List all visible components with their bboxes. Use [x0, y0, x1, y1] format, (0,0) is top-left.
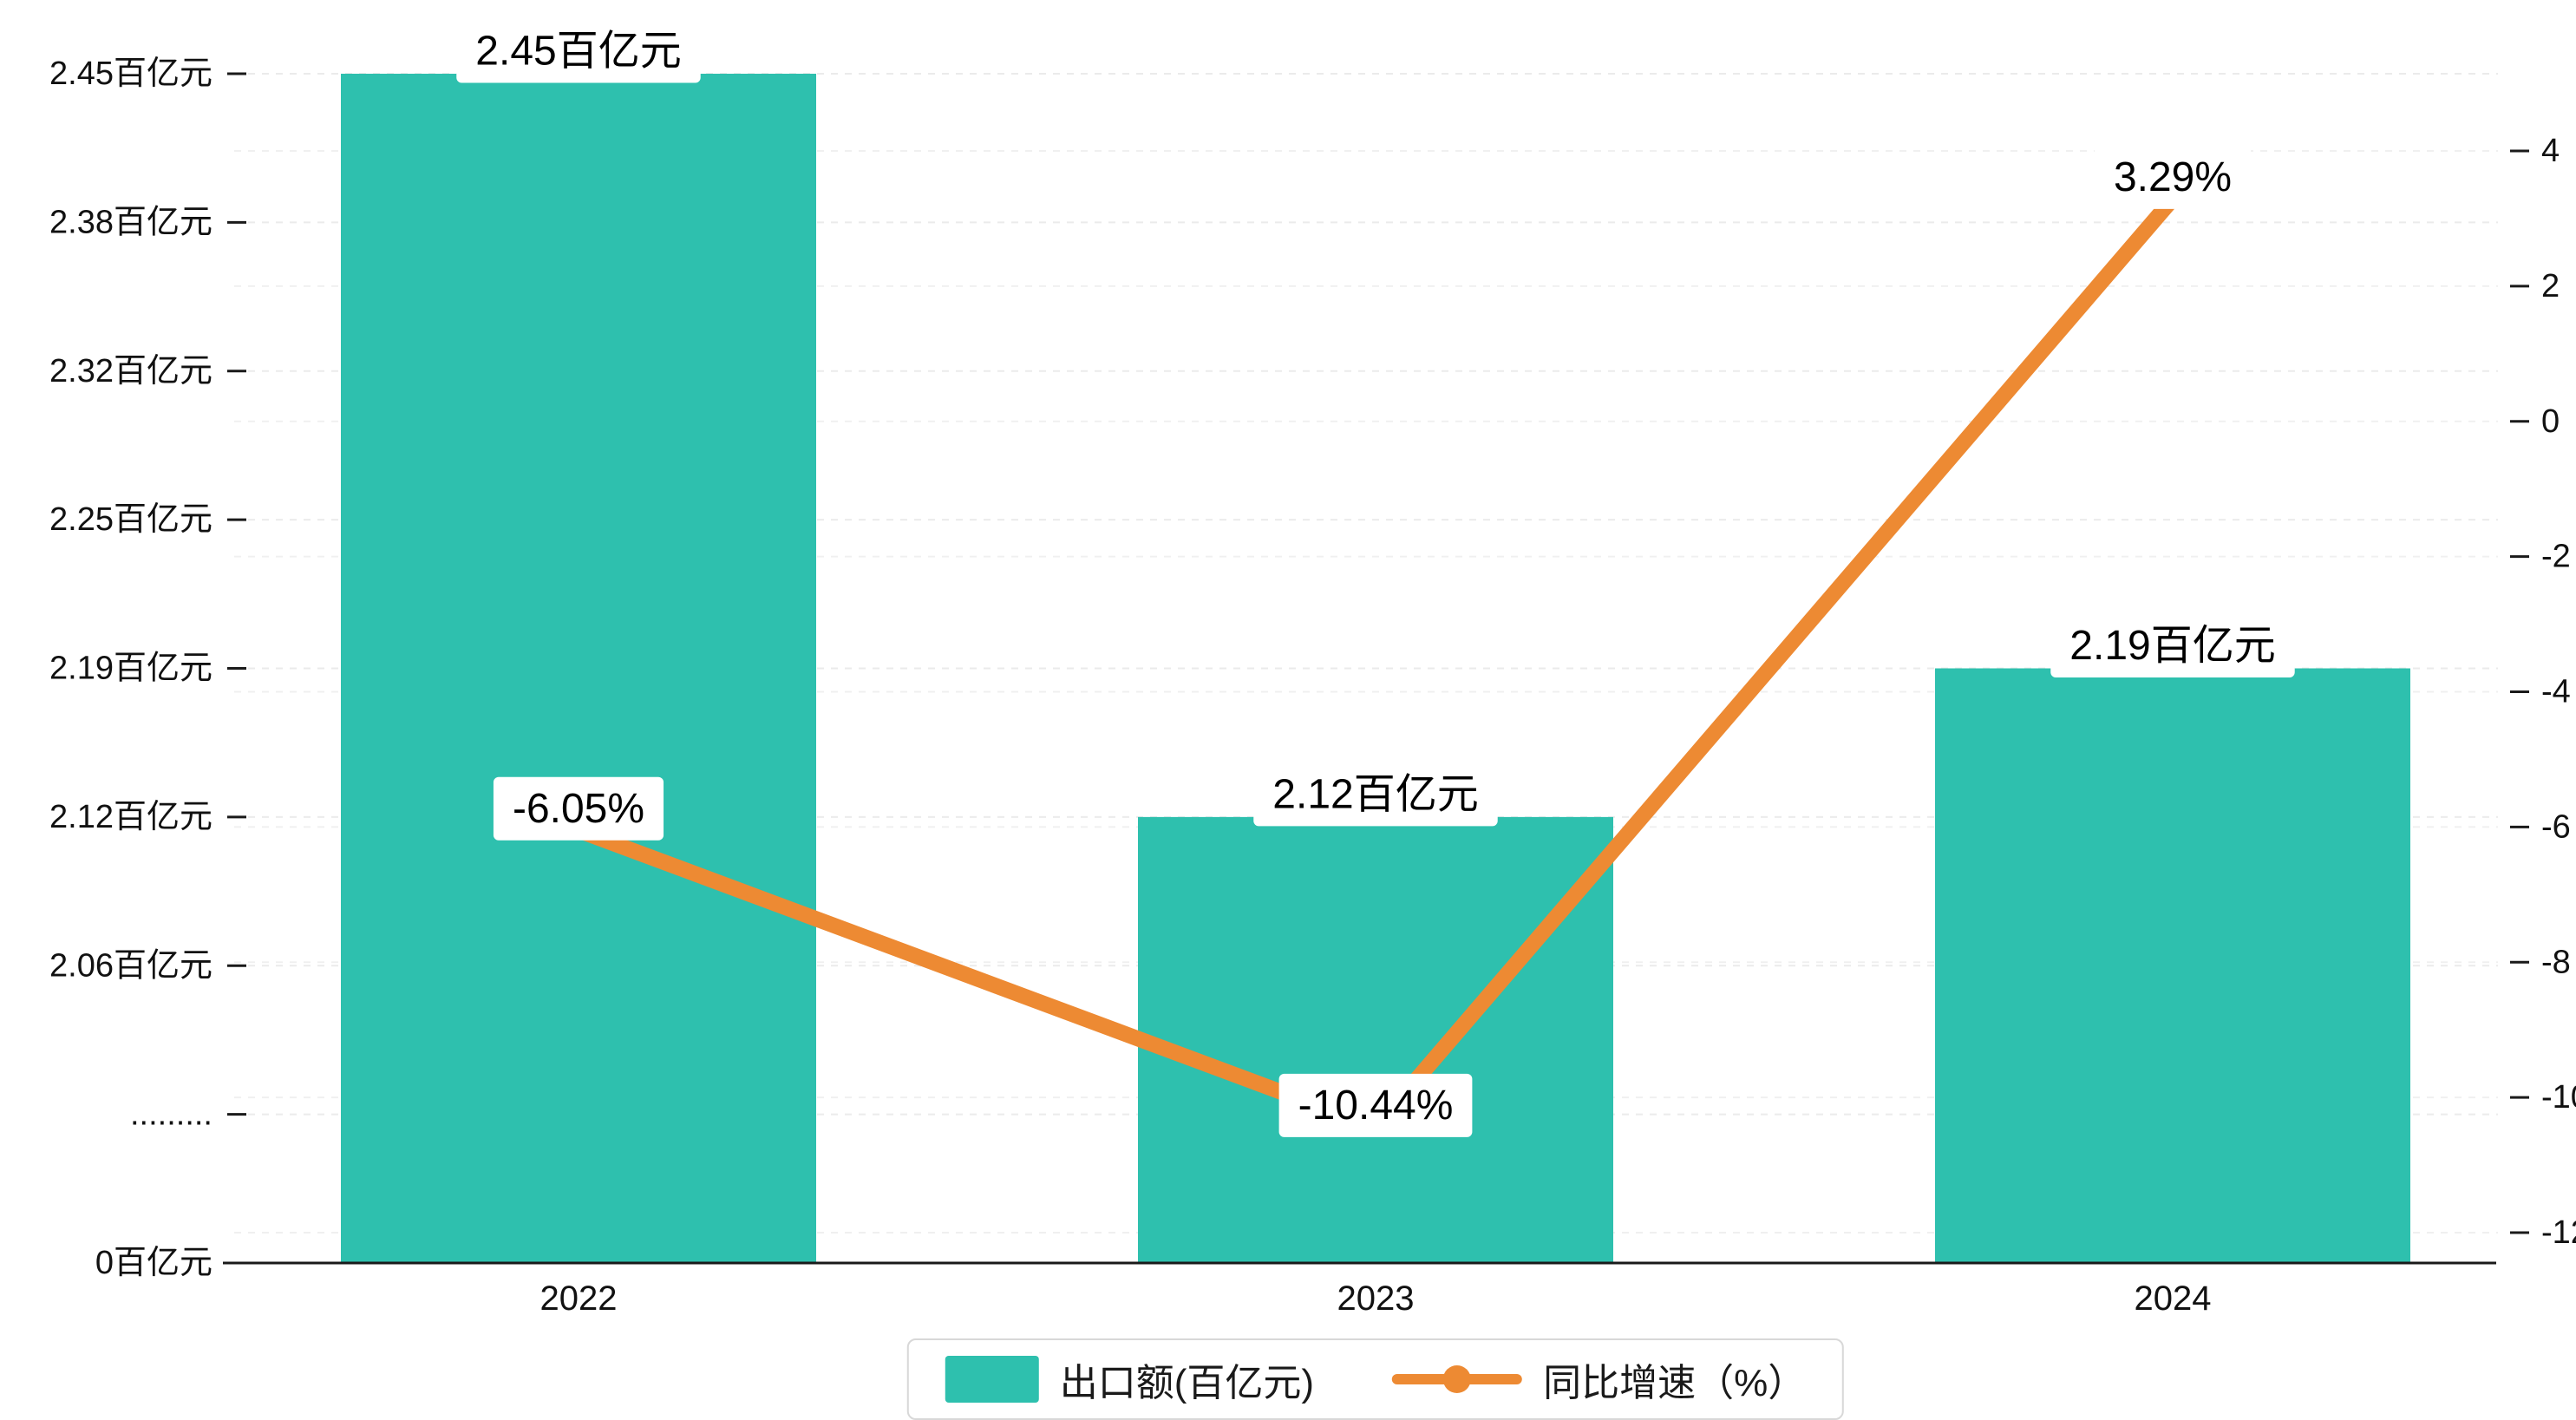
legend-line-dot: [1443, 1365, 1472, 1393]
x-axis-label-2023: 2023: [1337, 1279, 1415, 1318]
left-axis-label: .........: [130, 1096, 212, 1133]
legend: 出口额(百亿元) 同比增速（%）: [906, 1338, 1845, 1420]
legend-bar-swatch: [945, 1356, 1039, 1403]
bar-value-label-2023-bg: [1253, 762, 1498, 827]
legend-line-swatch: [1392, 1365, 1523, 1393]
growth-value-label-2023-bg: [1278, 1073, 1473, 1137]
legend-bar-label: 出口额(百亿元): [1059, 1362, 1315, 1404]
bar-value-label-2022-bg: [456, 19, 701, 83]
bar-2022: [341, 74, 816, 1263]
bar-value-label-2024: 2.19百亿元: [2069, 623, 2275, 669]
bar-value-label-2022: 2.45百亿元: [475, 29, 681, 75]
bar-value-label-2024-bg: [2050, 614, 2295, 677]
right-axis-label: -10: [2541, 1079, 2576, 1116]
legend-growth-label: 同比增速（%）: [1543, 1362, 1807, 1404]
growth-value-label-2024: 3.29%: [2114, 154, 2232, 200]
legend-item-exports[interactable]: 出口额(百亿元): [945, 1351, 1314, 1407]
x-axis-label-2024: 2024: [2135, 1279, 2212, 1318]
left-axis-label: 2.06百亿元: [49, 947, 212, 984]
right-axis-label: 0: [2541, 403, 2560, 440]
left-axis-label: 2.32百亿元: [49, 353, 212, 389]
right-axis-label: -4: [2541, 674, 2571, 710]
right-axis-label: -12: [2541, 1214, 2576, 1251]
left-axis-label: 0百亿元: [95, 1245, 212, 1281]
left-axis-label: 2.19百亿元: [49, 651, 212, 687]
growth-value-label-2024-bg: [2094, 145, 2252, 209]
growth-value-label-2023: -10.44%: [1298, 1083, 1454, 1129]
growth-value-label-2022: -6.05%: [513, 786, 644, 832]
x-axis-label-2022: 2022: [540, 1279, 618, 1318]
right-axis-label: -2: [2541, 539, 2571, 575]
left-axis-label: 2.25百亿元: [49, 501, 212, 538]
bar-value-label-2023: 2.12百亿元: [1272, 771, 1478, 817]
left-axis-label: 2.45百亿元: [49, 56, 212, 92]
right-axis-label: -6: [2541, 808, 2571, 845]
legend-item-growth[interactable]: 同比增速（%）: [1392, 1351, 1806, 1407]
left-axis-label: 2.12百亿元: [49, 799, 212, 835]
left-axis-label: 2.38百亿元: [49, 204, 212, 240]
right-axis-label: 2: [2541, 268, 2560, 304]
bar-2023: [1138, 816, 1613, 1263]
bar-2024: [1935, 668, 2410, 1263]
growth-value-label-2022-bg: [493, 776, 664, 841]
right-axis-label: 4: [2541, 133, 2560, 169]
right-axis-label: -8: [2541, 944, 2571, 980]
